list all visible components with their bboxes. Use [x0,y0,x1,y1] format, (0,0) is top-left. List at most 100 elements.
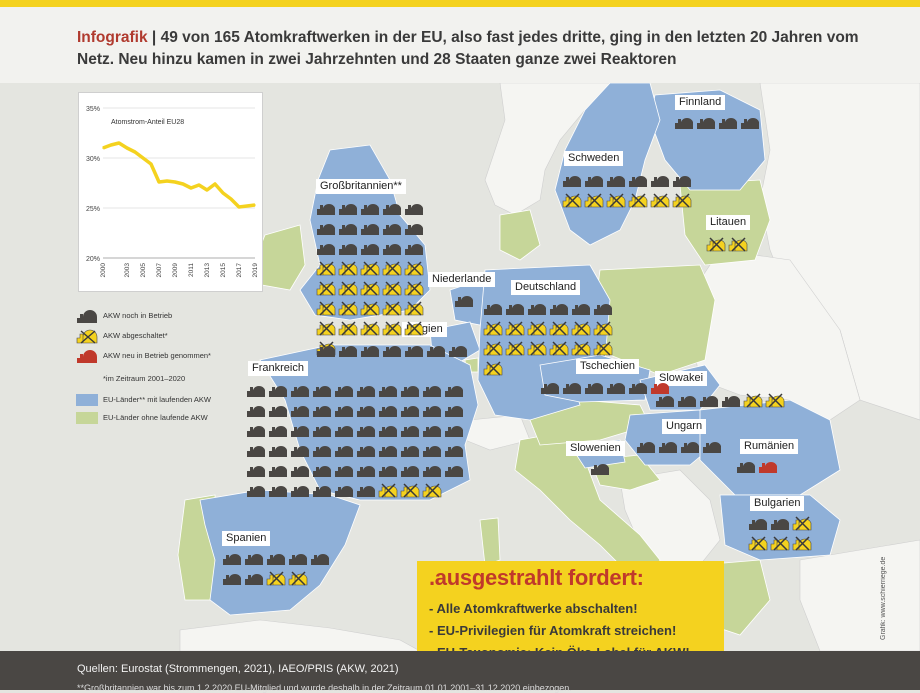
active-reactor-icon [356,440,376,458]
label-slowenien: Slowenien [566,441,625,456]
active-reactor-icon [404,238,424,256]
shutdown-reactor-icon [549,318,569,336]
active-reactor-icon [316,238,336,256]
shutdown-reactor-icon [527,318,547,336]
legend-eu-with: EU-Länder** mit laufenden AKW [76,392,256,410]
active-reactor-icon [246,420,266,438]
x-tick-label: 2007 [156,263,163,278]
active-reactor-icon [360,238,380,256]
shutdown-reactor-icon [288,568,308,586]
active-reactor-icon [338,238,358,256]
active-reactor-icon [378,400,398,418]
active-reactor-icon [356,400,376,418]
data-point [126,147,128,149]
reactors-bulgarien [748,513,812,551]
data-point [230,198,232,200]
active-reactor-icon [382,238,402,256]
active-reactor-icon [290,480,310,498]
data-point [254,204,256,206]
reactors-finnland [674,112,760,130]
active-reactor-icon [356,380,376,398]
series-line [102,141,256,209]
shutdown-reactor-icon [728,234,748,252]
shutdown-reactor-icon [76,329,98,344]
active-reactor-icon [378,460,398,478]
footer-note: **Großbritannien war bis zum 1.2.2020 EU… [77,683,572,693]
active-reactor-icon [312,460,332,478]
shutdown-reactor-icon [382,258,402,276]
active-reactor-icon [426,340,446,358]
label-spanien: Spanien [222,531,271,546]
active-reactor-icon [628,377,648,395]
shutdown-reactor-icon [792,533,812,551]
label-deutschland: Deutschland [511,280,581,295]
active-reactor-icon [422,400,442,418]
active-reactor-icon [338,198,358,216]
data-point [222,192,224,194]
shutdown-reactor-icon [505,318,525,336]
graphic-credit: Grafik: www.schierriege.de [880,556,887,640]
callout-item: - Alle Atomkraftwerke abschalten! [429,601,638,616]
y-tick-label: 20% [86,256,100,263]
active-reactor-icon [268,380,288,398]
active-reactor-icon [222,548,242,566]
shutdown-reactor-icon [584,190,604,208]
shutdown-reactor-icon [360,298,380,316]
active-reactor-icon [454,290,474,308]
eu-with-swatch [76,394,98,406]
shutdown-reactor-icon [571,318,591,336]
active-reactor-icon [288,548,308,566]
active-reactor-icon [268,420,288,438]
reactors-slowenien [590,458,610,476]
shutdown-reactor-icon [748,533,768,551]
label-rumaenien: Rumänien [740,439,799,454]
new-reactor-icon [650,377,670,395]
shutdown-reactor-icon [360,258,380,276]
title-separator: | [147,29,161,46]
active-reactor-icon [334,420,354,438]
active-reactor-icon [312,380,332,398]
active-reactor-icon [268,440,288,458]
label-tschechien: Tschechien [576,359,640,374]
shutdown-reactor-icon [316,258,336,276]
active-reactor-icon [672,170,692,188]
active-reactor-icon [527,298,547,316]
data-point [102,147,104,149]
active-reactor-icon [562,170,582,188]
reactors-belgien [316,340,468,358]
data-point [206,189,208,191]
reactors-tschechien [540,377,670,395]
active-reactor-icon [312,480,332,498]
active-reactor-icon [356,480,376,498]
label-grossbritannien: Großbritannien** [316,179,406,194]
active-reactor-icon [444,400,464,418]
active-reactor-icon [674,112,694,130]
active-reactor-icon [606,170,626,188]
active-reactor-icon [422,420,442,438]
label-ungarn: Ungarn [662,419,707,434]
shutdown-reactor-icon [316,318,336,336]
active-reactor-icon [593,298,613,316]
label-bulgarien: Bulgarien [750,496,805,511]
active-reactor-icon [290,420,310,438]
data-point [214,183,216,185]
active-reactor-icon [77,310,97,323]
reactors-niederlande [454,290,474,308]
reactors-litauen [706,234,748,252]
active-reactor-icon [606,377,626,395]
active-reactor-icon [770,513,790,531]
active-reactor-icon [584,170,604,188]
shutdown-reactor-icon [266,568,286,586]
legend-new-label: AKW neu in Betrieb genommen* [103,351,211,360]
callout-item: - EU-Privilegien für Atomkraft streichen… [429,623,677,638]
shutdown-reactor-icon [378,480,398,498]
label-niederlande: Niederlande [428,272,496,287]
active-reactor-icon [338,340,358,358]
label-frankreich: Frankreich [248,361,308,376]
legend-note: *im Zeitraum 2001–2020 [103,374,186,383]
shutdown-reactor-icon [382,298,402,316]
active-reactor-icon [444,440,464,458]
active-reactor-icon [360,218,380,236]
new-reactor-icon [77,350,97,363]
active-reactor-icon [549,298,569,316]
